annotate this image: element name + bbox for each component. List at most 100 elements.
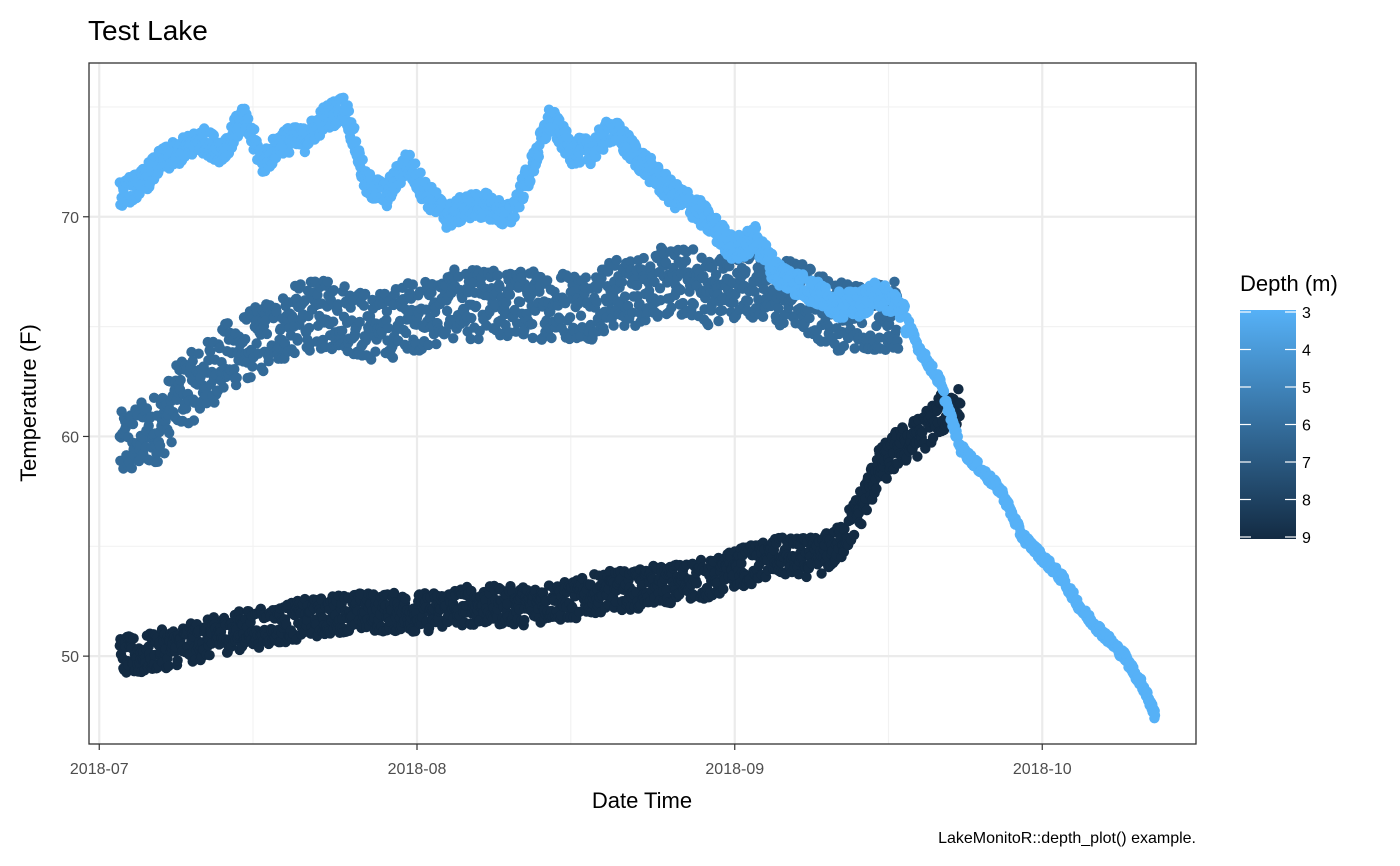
- data-point: [627, 307, 638, 318]
- data-point: [339, 281, 350, 292]
- data-point: [816, 568, 827, 579]
- data-point: [591, 296, 602, 308]
- data-point: [180, 403, 192, 414]
- chart-caption: LakeMonitoR::depth_plot() example.: [938, 830, 1196, 847]
- data-point: [354, 316, 365, 328]
- data-point: [718, 584, 729, 595]
- data-point: [554, 313, 566, 325]
- data-point: [473, 333, 484, 345]
- data-point: [400, 327, 412, 339]
- data-point: [892, 343, 904, 354]
- data-point: [337, 325, 348, 336]
- data-point: [134, 188, 145, 199]
- data-point: [154, 440, 166, 451]
- data-point: [687, 244, 699, 255]
- data-point: [972, 456, 983, 467]
- series-depth-9: [114, 384, 966, 678]
- data-point: [358, 300, 370, 311]
- data-points: [114, 92, 1161, 724]
- data-point: [423, 339, 434, 351]
- y-tick-label: 60: [61, 429, 79, 446]
- data-point: [208, 130, 219, 141]
- data-point: [602, 266, 614, 277]
- data-point: [263, 356, 274, 367]
- data-point: [188, 415, 200, 426]
- data-point: [229, 364, 240, 375]
- data-point: [431, 338, 442, 350]
- data-point: [619, 320, 630, 331]
- data-point: [938, 386, 950, 397]
- legend-label: 8: [1302, 493, 1311, 510]
- data-point: [410, 158, 421, 169]
- data-point: [801, 571, 812, 583]
- data-point: [889, 276, 900, 287]
- data-point: [871, 483, 882, 494]
- data-point: [691, 578, 702, 589]
- data-point: [163, 660, 174, 672]
- data-point: [209, 397, 220, 408]
- data-point: [653, 309, 664, 320]
- data-point: [448, 333, 459, 344]
- data-point: [680, 255, 692, 266]
- series-depth-6: [114, 242, 904, 474]
- data-point: [742, 295, 754, 307]
- data-point: [166, 437, 177, 448]
- data-point: [231, 372, 242, 383]
- data-point: [249, 124, 260, 135]
- data-point: [338, 92, 349, 104]
- data-point: [423, 622, 435, 634]
- data-point: [260, 315, 271, 326]
- data-point: [245, 372, 256, 383]
- data-point: [527, 332, 538, 344]
- data-point: [824, 322, 835, 334]
- y-tick-label: 70: [61, 210, 79, 227]
- data-point: [802, 304, 813, 316]
- x-axis-title: Date Time: [592, 788, 692, 813]
- legend-label: 5: [1302, 380, 1311, 397]
- data-point: [598, 326, 610, 337]
- data-point: [750, 223, 762, 234]
- legend-label: 9: [1302, 530, 1311, 547]
- data-point: [502, 598, 513, 610]
- data-point: [289, 347, 300, 359]
- data-point: [891, 324, 902, 335]
- data-point: [381, 314, 392, 326]
- data-point: [388, 587, 400, 599]
- data-point: [596, 273, 607, 284]
- data-point: [638, 252, 649, 264]
- data-point: [675, 284, 686, 296]
- data-point: [470, 300, 482, 312]
- data-point: [848, 529, 860, 541]
- data-point: [611, 254, 622, 266]
- data-point: [299, 295, 311, 306]
- data-point: [749, 286, 760, 297]
- data-point: [247, 361, 258, 372]
- data-point: [349, 122, 360, 133]
- data-point: [312, 289, 323, 301]
- data-point: [127, 418, 139, 430]
- y-tick-label: 50: [61, 649, 79, 666]
- legend-ticks: 3 4 5 6 7 8 9: [1240, 305, 1311, 547]
- data-point: [892, 335, 903, 347]
- data-point: [518, 191, 529, 202]
- x-tick-label: 2018-09: [705, 761, 764, 778]
- data-point: [619, 291, 631, 302]
- legend-label: 7: [1302, 455, 1311, 472]
- y-axis-ticks: 50 60 70: [61, 210, 89, 666]
- x-tick-label: 2018-10: [1013, 761, 1072, 778]
- data-point: [955, 398, 966, 409]
- data-point: [574, 157, 585, 168]
- data-point: [805, 264, 816, 275]
- data-point: [193, 348, 204, 359]
- data-point: [366, 354, 377, 365]
- data-point: [912, 451, 923, 462]
- legend-label: 3: [1302, 305, 1311, 322]
- data-point: [387, 352, 399, 363]
- data-point: [861, 505, 872, 516]
- data-point: [713, 315, 724, 327]
- data-point: [415, 167, 426, 178]
- data-point: [696, 252, 707, 263]
- data-point: [509, 211, 520, 223]
- data-point: [258, 365, 269, 377]
- data-point: [631, 280, 643, 291]
